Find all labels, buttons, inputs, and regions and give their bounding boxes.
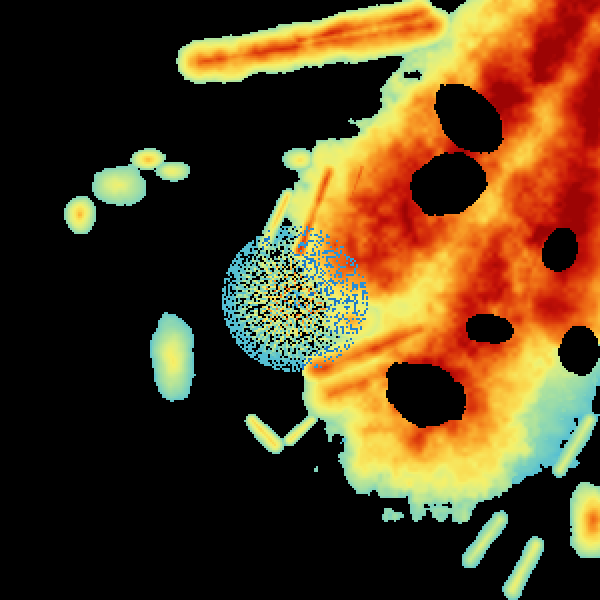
radar-reflectivity-raster — [0, 0, 600, 600]
radar-reflectivity-display — [0, 0, 600, 600]
